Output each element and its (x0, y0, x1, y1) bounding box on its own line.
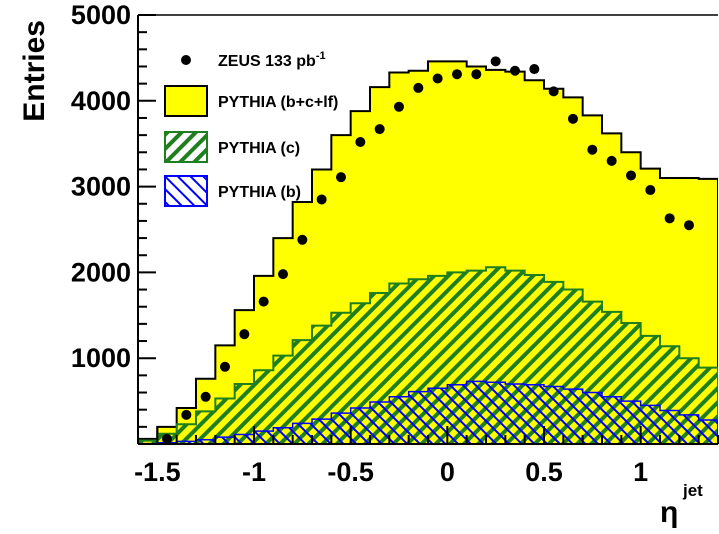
data-point (587, 144, 598, 155)
data-point (258, 296, 269, 307)
total-histogram-outline (138, 60, 718, 444)
legend-label-superscript: -1 (316, 50, 326, 62)
data-point (490, 56, 501, 67)
beauty-histogram-bin-22 (563, 389, 584, 444)
y-tick-label: 4000 (71, 86, 131, 116)
plot-area (138, 56, 718, 444)
beauty-histogram-bin-17 (466, 381, 487, 444)
beauty-histogram-bin-27 (660, 410, 680, 444)
data-point (413, 82, 424, 93)
data-point (200, 391, 211, 402)
charm-histogram-bin-6 (254, 370, 274, 444)
data-point (181, 409, 192, 420)
data-point (568, 113, 578, 124)
y-axis-title: Entries (18, 20, 51, 122)
y-tick-label: 3000 (71, 172, 131, 202)
legend-label: PYTHIA (b) (218, 184, 301, 201)
beauty-histogram-bin-21 (544, 386, 564, 444)
beauty-histogram-bin-29 (698, 419, 718, 444)
data-point (316, 194, 327, 205)
legend-label: PYTHIA (b+c+lf) (218, 94, 338, 111)
beauty-histogram-bin-5 (234, 434, 255, 444)
legend-charm-swatch (164, 131, 208, 163)
charm-histogram-bin-2 (176, 424, 197, 444)
axes: 1000 2000 3000 4000 5000 -1.5 -1 -0.5 0 0.5 1 Entri… (18, 0, 719, 529)
x-tick-label: 1 (633, 457, 648, 487)
beauty-histogram-bin-19 (505, 383, 526, 444)
data-point (432, 73, 443, 84)
beauty-histogram-bin-7 (273, 427, 294, 444)
charm-histogram-bin-3 (196, 411, 216, 444)
data-point (239, 329, 250, 340)
charm-histogram-bin-8 (292, 340, 313, 444)
beauty-histogram-bin-10 (331, 413, 352, 444)
beauty-histogram-bin-20 (524, 384, 545, 444)
data-point (336, 172, 346, 183)
beauty-histogram-bin-26 (640, 405, 661, 444)
y-tick-label: 2000 (71, 257, 131, 287)
charm-histogram-bin-7 (273, 355, 294, 444)
data-point (374, 124, 385, 135)
charm-histogram-bin-4 (215, 398, 236, 444)
beauty-histogram-bin-4 (215, 437, 236, 444)
beauty-histogram-bin-14 (408, 391, 429, 444)
beauty-histogram-bin-9 (312, 419, 332, 444)
data-point (452, 69, 462, 80)
charm-histogram-bin-0 (138, 440, 158, 444)
charm-histogram-bin-10 (331, 312, 352, 444)
data-point (664, 213, 675, 224)
data-point (162, 433, 172, 444)
legend-beauty-swatch (164, 175, 208, 207)
legend-label: ZEUS 133 pb-1 (218, 50, 326, 70)
beauty-histogram-bin-28 (679, 414, 700, 444)
data-point (606, 155, 617, 166)
x-tick-label: 0.5 (525, 457, 563, 487)
x-tick-label: 0 (440, 457, 455, 487)
data-point (220, 361, 230, 372)
legend-data-marker (181, 55, 191, 65)
beauty-histogram-bin-13 (389, 396, 410, 444)
data-point (626, 170, 636, 181)
beauty-histogram-bin-8 (292, 423, 313, 444)
beauty-histogram-bin-12 (370, 401, 390, 444)
data-point (278, 269, 288, 280)
data-point (645, 185, 656, 196)
legend-total-swatch (164, 85, 208, 117)
charm-histogram-outline (138, 266, 718, 444)
beauty-histogram-bin-3 (196, 439, 216, 444)
beauty-histogram-bin-23 (582, 392, 603, 444)
beauty-histogram-bin-6 (254, 431, 274, 444)
legend: ZEUS 133 pb-1 PYTHIA (b+c+lf) PYTHIA (c) PY… (164, 50, 338, 207)
x-tick-label: -1 (242, 457, 266, 487)
data-point (394, 101, 404, 112)
data-point (548, 86, 559, 97)
y-tick-label: 1000 (71, 343, 131, 373)
beauty-histogram-bin-11 (350, 407, 371, 444)
data-point (297, 234, 308, 245)
x-axis-title: η (660, 496, 678, 529)
legend-label: PYTHIA (c) (218, 140, 300, 157)
data-point (529, 64, 540, 75)
y-tick-label: 5000 (71, 0, 131, 30)
beauty-histogram-bin-18 (486, 382, 506, 444)
beauty-histogram-bin-15 (428, 388, 448, 444)
data-point (684, 220, 694, 231)
x-tick-label: -0.5 (327, 457, 374, 487)
x-tick-label: -1.5 (134, 457, 181, 487)
beauty-histogram-bin-16 (447, 384, 468, 444)
data-point (471, 69, 482, 80)
beauty-histogram-bin-2 (176, 441, 197, 444)
beauty-histogram-bin-24 (602, 396, 622, 444)
data-point (510, 65, 520, 76)
data-point (355, 136, 366, 147)
x-axis-title-superscript: jet (682, 481, 703, 500)
beauty-histogram-bin-25 (621, 401, 642, 444)
charm-histogram-bin-5 (234, 383, 255, 444)
charm-histogram-bin-9 (312, 325, 332, 444)
